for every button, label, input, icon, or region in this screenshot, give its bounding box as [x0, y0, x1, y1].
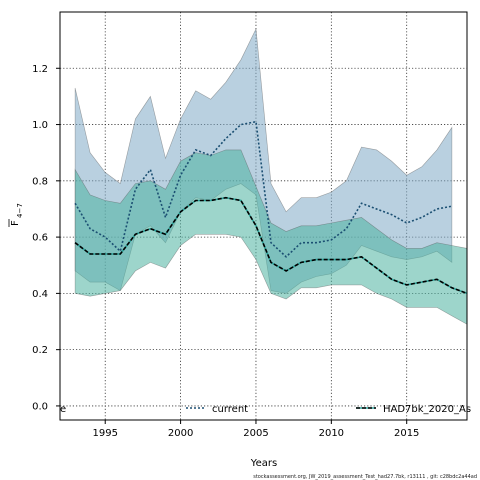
- y-tick-label: 0.0: [32, 401, 48, 412]
- y-tick-label: 0.6: [32, 233, 48, 244]
- line-HAD7bk_2020_As: [74, 196, 468, 295]
- axis-ticks: 1995 2000 2005 2010 2015 0.0 0.2 0.4 0.6 0.8 1.0 1.…: [32, 64, 419, 439]
- x-tick-label: 1995: [92, 428, 117, 439]
- footer-credit: stockassessment.org, JW_2019_assessment_…: [253, 474, 477, 480]
- y-tick-label: 1.0: [32, 120, 48, 131]
- plot-frame: [59, 11, 468, 421]
- y-tick-label: 1.2: [32, 64, 48, 75]
- x-tick-label: 2005: [243, 428, 268, 439]
- confidence-bands: [74, 27, 468, 325]
- y-axis-title: F: [10, 220, 21, 226]
- legend-label: HAD7bk_2020_As: [383, 404, 471, 415]
- series-lines: [74, 120, 468, 295]
- corner-label: e: [60, 404, 66, 415]
- x-tick-label: 2010: [319, 428, 344, 439]
- x-axis-title: Years: [250, 458, 277, 469]
- legend-label: current: [212, 404, 248, 415]
- y-axis-title-subscript: 4−7: [16, 203, 24, 218]
- y-tick-label: 0.8: [32, 176, 48, 187]
- legend: current HAD7bk_2020_As: [186, 404, 471, 415]
- x-tick-label: 2015: [394, 428, 419, 439]
- y-tick-label: 0.2: [32, 345, 48, 356]
- y-tick-label: 0.4: [32, 289, 48, 300]
- x-tick-label: 2000: [168, 428, 193, 439]
